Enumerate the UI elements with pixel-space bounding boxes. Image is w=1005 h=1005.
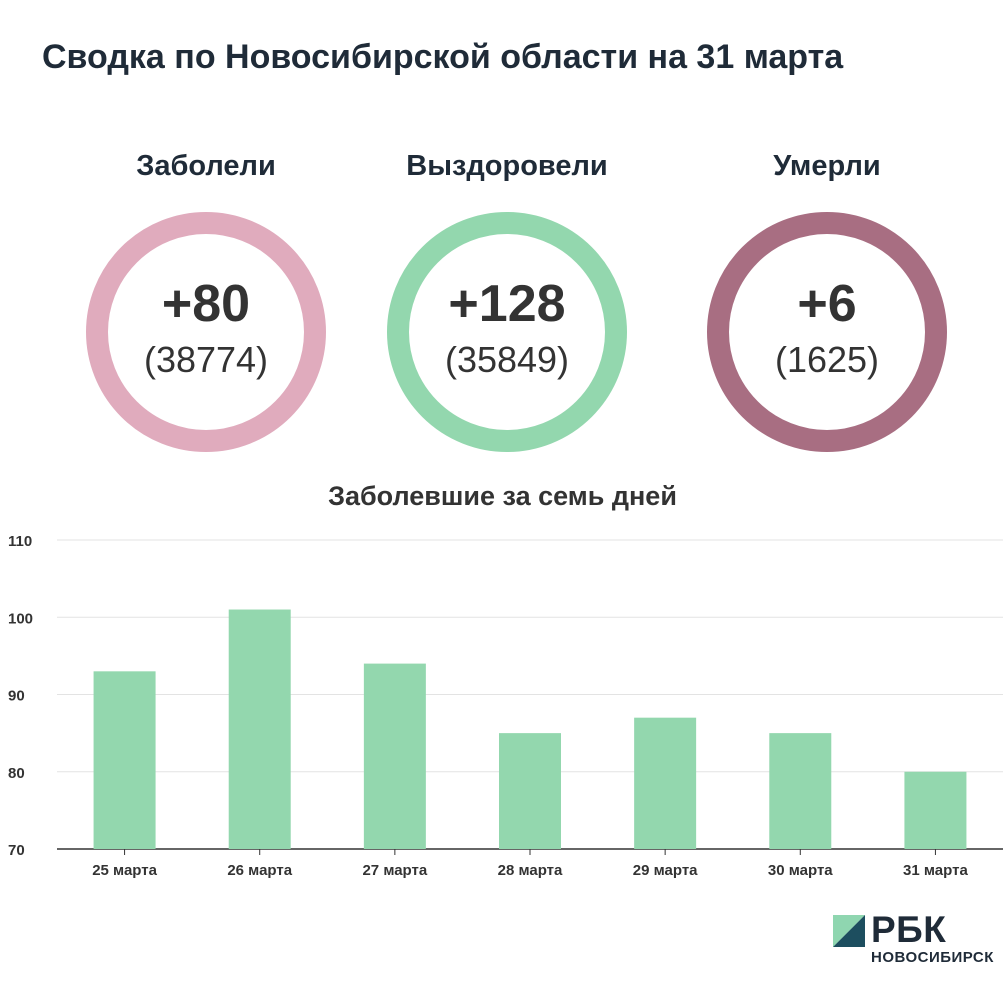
x-tick-label: 26 марта [227, 862, 292, 879]
stat-died-total: (1625) [774, 339, 880, 380]
logo-name: РБК [871, 909, 947, 950]
stat-recovered: Выздоровели +128 (35849) [357, 140, 657, 452]
stat-died-label: Умерли [773, 150, 881, 182]
x-tick-label: 29 марта [633, 862, 698, 879]
x-tick-label: 30 марта [768, 862, 833, 879]
y-tick-label: 100 [8, 610, 33, 627]
y-tick-label: 90 [8, 688, 25, 705]
logo-sub: НОВОСИБИРСК [871, 949, 994, 966]
y-tick-label: 80 [8, 765, 25, 782]
chart-title: Заболевшие за семь дней [328, 481, 677, 511]
y-tick-label: 70 [8, 842, 25, 859]
bar-chart: 70 80 90 100 110 25 марта 26 марта 27 марта 28 м… [8, 533, 1003, 879]
stat-infected-label: Заболели [136, 150, 276, 182]
stat-died-delta: +6 [797, 275, 857, 333]
bar [499, 733, 561, 849]
stat-recovered-delta: +128 [448, 275, 566, 333]
x-tick-label: 31 марта [903, 862, 968, 879]
stat-recovered-label: Выздоровели [406, 150, 608, 182]
stat-died: Умерли +6 (1625) [677, 140, 977, 452]
bar [93, 671, 156, 849]
x-tick-label: 27 марта [362, 862, 427, 879]
page-title: Сводка по Новосибирской области на 31 ма… [42, 38, 844, 76]
bar [769, 733, 832, 849]
stat-infected-total: (38774) [143, 339, 269, 380]
bar [228, 609, 291, 849]
rbc-logo: РБК НОВОСИБИРСК [833, 909, 998, 970]
stat-infected: Заболели +80 (38774) [56, 140, 356, 452]
y-tick-label: 110 [8, 533, 32, 550]
bar [363, 663, 426, 849]
stat-recovered-total: (35849) [444, 339, 570, 380]
stat-infected-delta: +80 [161, 275, 251, 333]
x-tick-label: 28 марта [498, 862, 563, 879]
rbc-logo-icon [833, 915, 865, 947]
x-tick-label: 25 марта [92, 862, 157, 879]
bar [634, 717, 697, 849]
bar [904, 771, 967, 849]
